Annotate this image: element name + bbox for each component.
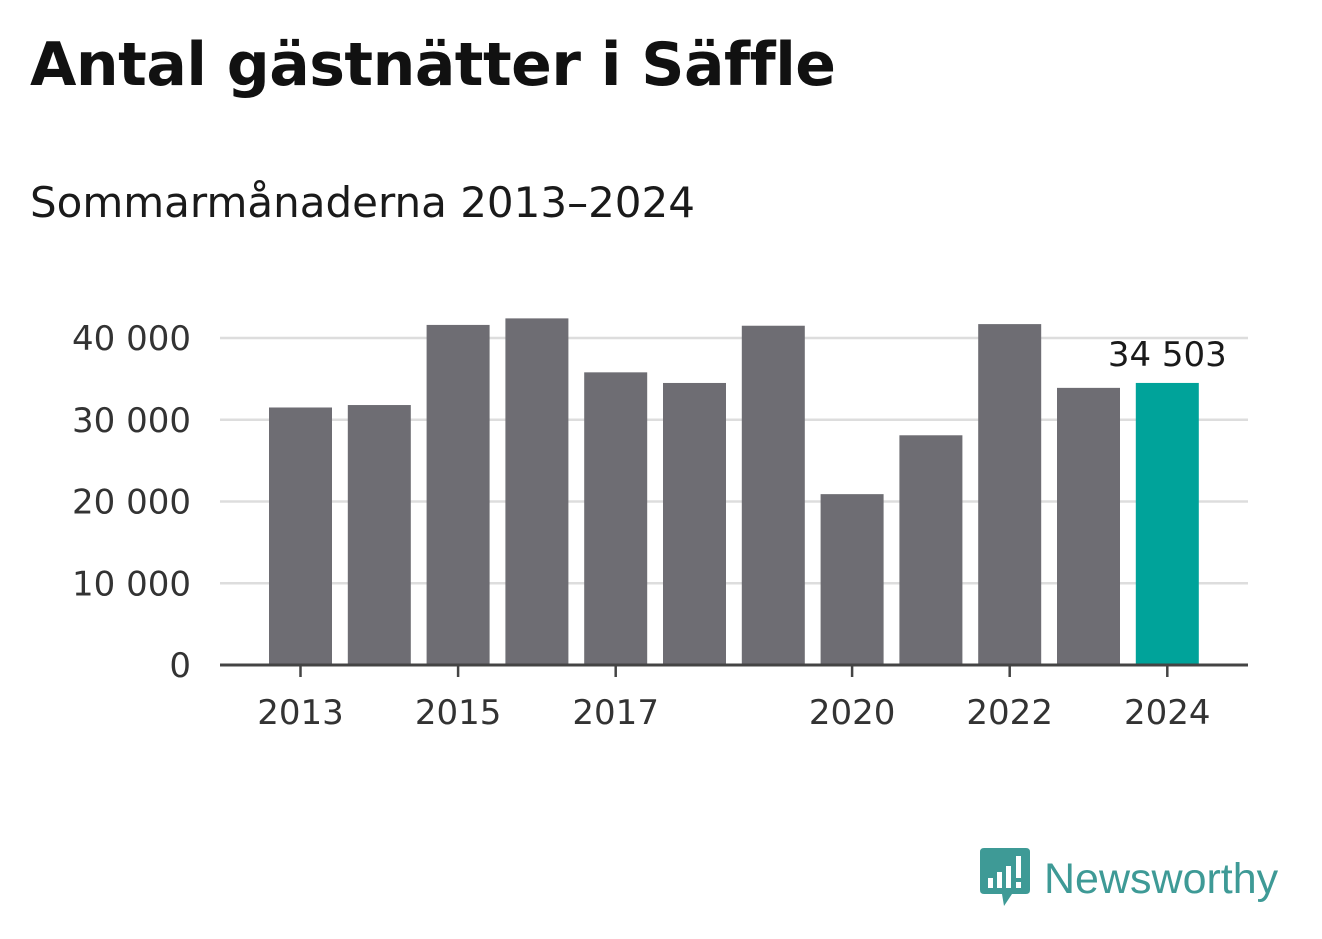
x-tick-label: 2013 — [257, 693, 344, 733]
bar-2023 — [1057, 387, 1120, 665]
brand-name: Newsworthy — [1044, 854, 1279, 903]
chart-title: Antal gästnätter i Säffle — [30, 30, 836, 100]
data-label-2024: 34 503 — [1108, 335, 1227, 375]
x-tick-label: 2022 — [966, 693, 1053, 733]
annotations: 34 503 — [1108, 335, 1227, 375]
bar-2024 — [1135, 382, 1199, 665]
brand-logo: Newsworthy — [980, 848, 1278, 910]
bar-2017 — [584, 372, 648, 665]
y-tick-label: 30 000 — [72, 401, 191, 441]
y-tick-label: 40 000 — [72, 319, 191, 359]
y-tick-label: 20 000 — [72, 483, 191, 523]
bar-2019 — [741, 325, 805, 665]
y-tick-label: 0 — [169, 646, 191, 686]
bar-2016 — [505, 318, 569, 665]
x-axis-tick-labels: 2013 2015 2017 2020 2022 2024 — [257, 665, 1211, 733]
x-tick-label: 2015 — [415, 693, 502, 733]
x-tick-label: 2024 — [1124, 693, 1211, 733]
x-tick-label: 2020 — [809, 693, 896, 733]
bar-2021 — [899, 435, 963, 665]
bar-2015 — [426, 324, 490, 665]
newsworthy-logo-icon — [980, 848, 1030, 906]
bar-2013 — [269, 407, 332, 665]
bar-2022 — [978, 324, 1042, 665]
x-tick-label: 2017 — [572, 693, 659, 733]
chart-subtitle: Sommarmånaderna 2013–2024 — [30, 178, 695, 227]
y-axis-tick-labels: 0 10 000 20 000 30 000 40 000 — [72, 319, 191, 686]
bar-2018 — [663, 382, 726, 665]
bar-2014 — [347, 405, 411, 665]
bars — [269, 318, 1199, 665]
bar-2020 — [820, 494, 884, 665]
y-tick-label: 10 000 — [72, 564, 191, 604]
